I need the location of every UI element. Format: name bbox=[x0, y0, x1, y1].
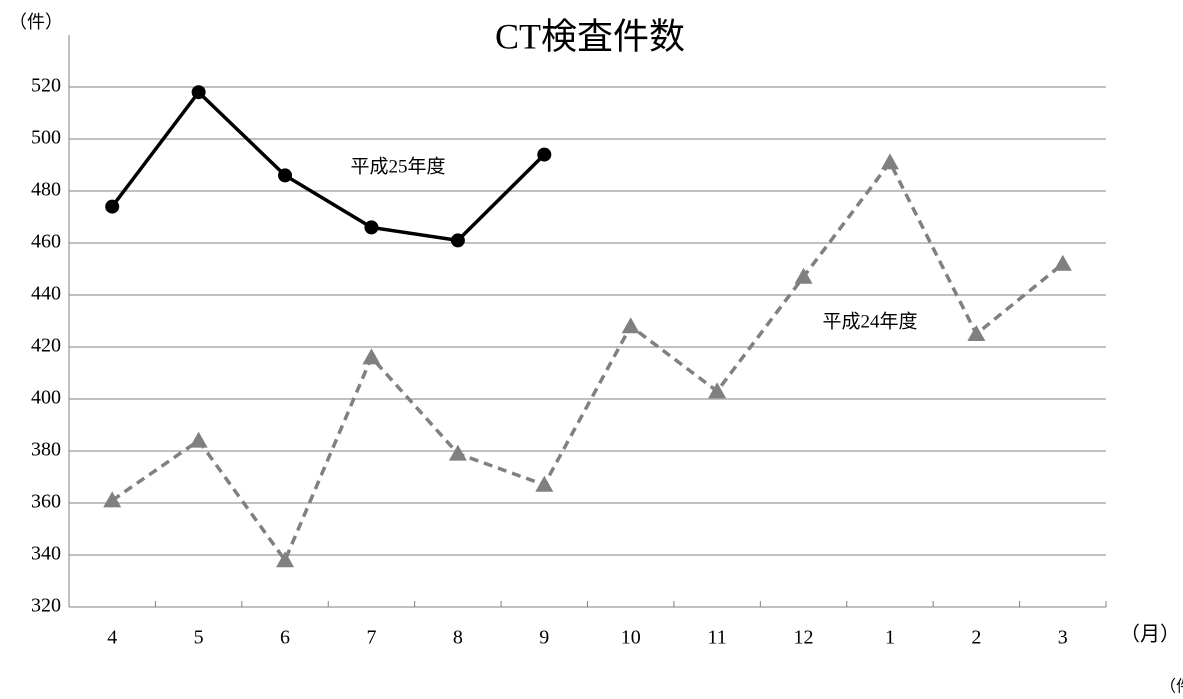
y-tick-label: 400 bbox=[31, 387, 61, 409]
series-line bbox=[110, 89, 546, 243]
point bbox=[191, 85, 206, 100]
x-tick-label: 9 bbox=[539, 627, 549, 649]
point bbox=[189, 431, 208, 448]
y-tick-label: 380 bbox=[31, 439, 61, 461]
series-label: 平成25年度 bbox=[350, 155, 445, 177]
point bbox=[621, 317, 640, 334]
point bbox=[276, 551, 295, 568]
point bbox=[880, 153, 899, 170]
y-tick-label: 360 bbox=[31, 491, 61, 513]
series-label: 平成24年度 bbox=[822, 310, 917, 332]
y-tick-label: 460 bbox=[31, 231, 61, 253]
x-tick-label: 5 bbox=[194, 627, 204, 649]
point bbox=[537, 147, 552, 162]
point bbox=[364, 220, 379, 235]
y-tick-label: 500 bbox=[31, 127, 61, 149]
x-tick-label: 1 bbox=[885, 627, 895, 649]
point bbox=[278, 168, 293, 183]
y-tick-label: 320 bbox=[31, 595, 61, 617]
y-tick-label: 520 bbox=[31, 75, 61, 97]
point bbox=[794, 267, 813, 284]
point bbox=[1053, 254, 1072, 271]
x-tick-label: 3 bbox=[1058, 627, 1068, 649]
y-axis-label: （件） bbox=[9, 12, 63, 32]
point bbox=[362, 348, 381, 365]
chart-title: CT検査件数 bbox=[495, 16, 685, 56]
footer-note: （件 bbox=[1160, 678, 1183, 696]
series-line bbox=[111, 159, 1064, 564]
x-tick-label: 2 bbox=[971, 627, 981, 649]
point bbox=[103, 491, 122, 508]
x-tick-label: 7 bbox=[366, 627, 376, 649]
point bbox=[448, 444, 467, 461]
x-tick-label: 10 bbox=[621, 627, 641, 649]
y-tick-label: 480 bbox=[31, 179, 61, 201]
point bbox=[967, 325, 986, 341]
x-tick-label: 11 bbox=[707, 627, 726, 649]
point bbox=[105, 199, 120, 214]
point bbox=[708, 382, 727, 399]
x-axis-label: （月） bbox=[1120, 623, 1180, 646]
y-tick-label: 420 bbox=[31, 335, 61, 357]
x-tick-label: 6 bbox=[280, 627, 290, 649]
point bbox=[450, 233, 465, 248]
x-tick-label: 8 bbox=[453, 627, 463, 649]
x-tick-label: 12 bbox=[794, 627, 814, 649]
y-tick-label: 440 bbox=[31, 283, 61, 305]
x-tick-label: 4 bbox=[107, 627, 117, 649]
point bbox=[535, 475, 554, 492]
y-tick-label: 340 bbox=[31, 543, 61, 565]
